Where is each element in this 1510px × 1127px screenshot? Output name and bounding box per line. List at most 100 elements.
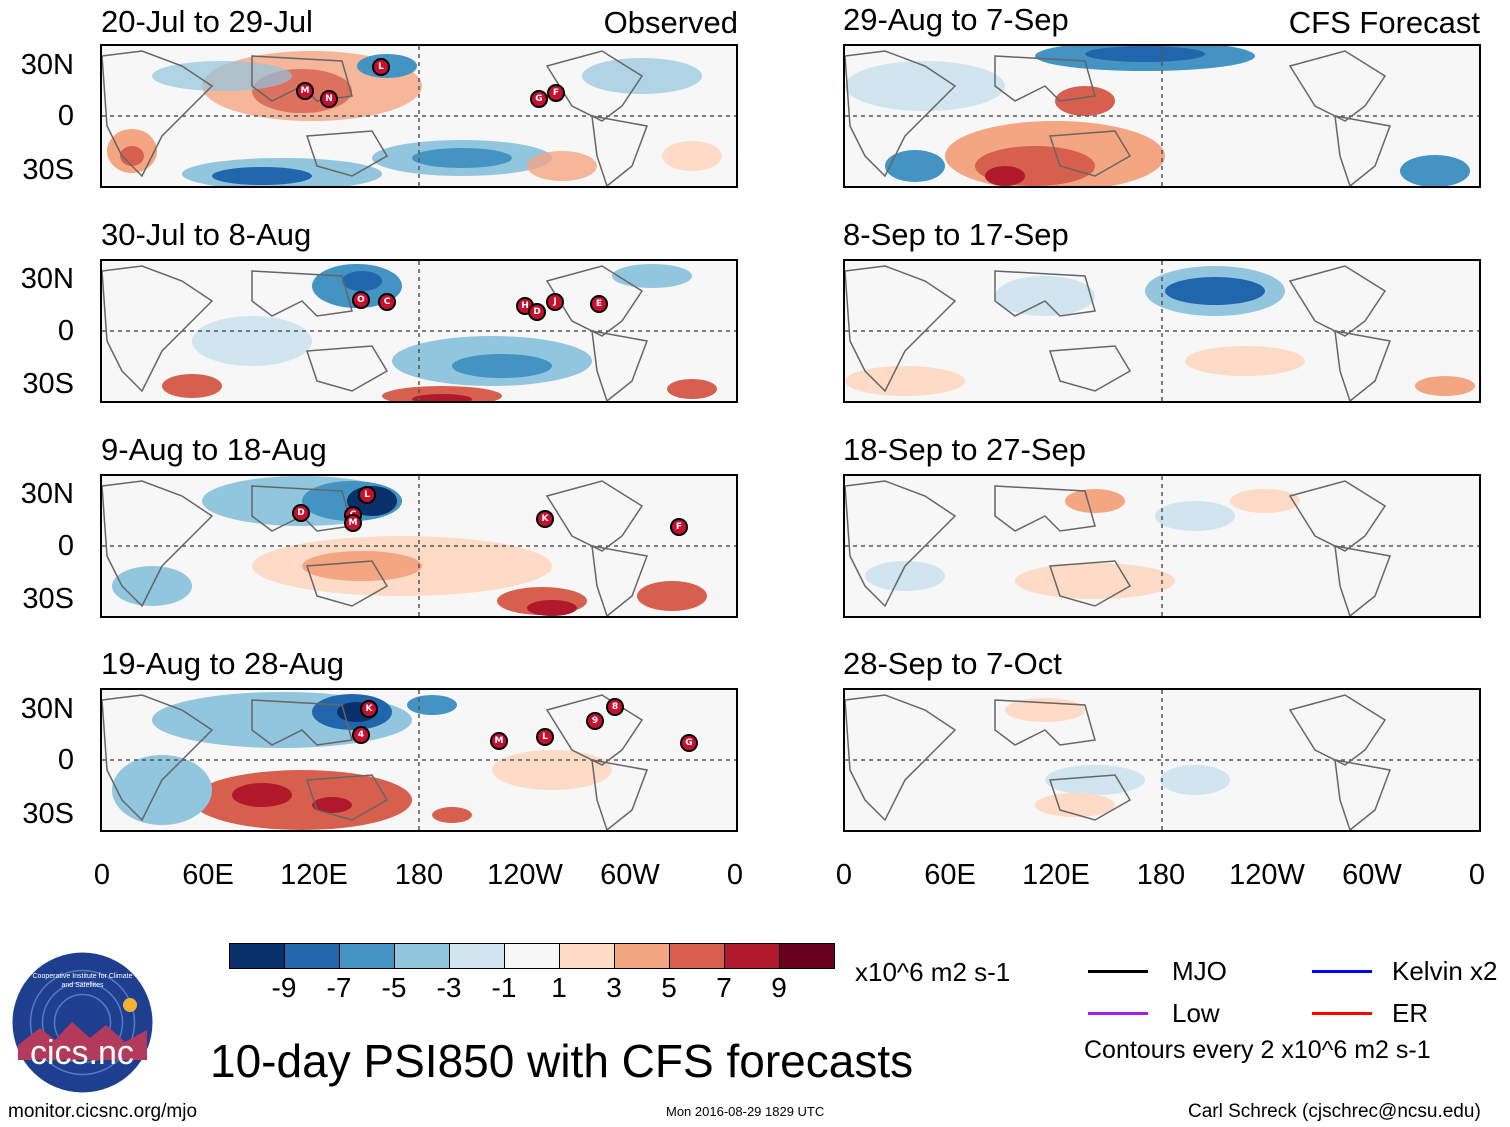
storm-marker: E (590, 295, 608, 313)
storm-marker: M (344, 514, 362, 532)
y-label-30s: 30S (22, 154, 74, 186)
colorbar-swatch (450, 944, 505, 968)
legend-swatch-er (1312, 1012, 1372, 1015)
storm-marker: F (547, 84, 565, 102)
storm-marker: G (680, 734, 698, 752)
colorbar-swatch (340, 944, 395, 968)
logo-graphic (12, 952, 153, 1093)
colorbar-tick: 7 (716, 972, 732, 1003)
storm-marker: C (378, 293, 396, 311)
storm-marker: L (372, 58, 390, 76)
x-label: 120W (487, 859, 563, 891)
storm-marker: L (536, 728, 554, 746)
observed-panel-2-title: 30-Jul to 8-Aug (101, 217, 312, 252)
forecast-panel-1-title: 29-Aug to 7-Sep (843, 2, 1069, 37)
colorbar-tick: -1 (491, 972, 517, 1003)
legend-label-mjo: MJO (1172, 956, 1227, 986)
observed-map-3: L D C M K F (100, 474, 738, 618)
x-label: 120W (1229, 859, 1305, 891)
colorbar-swatch (725, 944, 780, 968)
y-label-30n: 30N (20, 49, 74, 81)
legend-swatch-kelvin (1312, 970, 1372, 973)
colorbar-tick: 9 (771, 972, 787, 1003)
colorbar-swatch (505, 944, 560, 968)
colorbar-tick: 5 (661, 972, 677, 1003)
legend-label-low: Low (1172, 998, 1220, 1028)
storm-marker: O (352, 291, 370, 309)
storm-marker: L (358, 486, 376, 504)
storm-marker: D (528, 303, 546, 321)
logo-ring-text: Cooperative Institute for Climate and Sa… (32, 973, 133, 989)
x-label: 60W (600, 859, 660, 891)
observed-map-4: K 4 M L 9 8 G (100, 688, 738, 832)
x-label: 60E (182, 859, 234, 891)
y-label-0: 0 (57, 315, 74, 347)
observed-panel-4-title: 19-Aug to 28-Aug (101, 646, 345, 681)
storm-marker: J (546, 293, 564, 311)
main-title: 10-day PSI850 with CFS forecasts (210, 1035, 914, 1087)
footer-author: Carl Schreck (cjschrec@ncsu.edu) (1188, 1101, 1481, 1122)
observed-map-2: O C H D J E (100, 259, 738, 403)
y-label-30s: 30S (22, 798, 74, 830)
storm-marker: F (670, 518, 688, 536)
contour-note: Contours every 2 x10^6 m2 s-1 (1084, 1036, 1431, 1064)
observed-panel-1-title: 20-Jul to 29-Jul (101, 4, 313, 39)
forecast-map-2 (843, 259, 1481, 403)
storm-marker: M (490, 732, 508, 750)
footer-timestamp: Mon 2016-08-29 1829 UTC (666, 1104, 825, 1119)
forecast-label: CFS Forecast (1288, 5, 1480, 40)
storm-marker: K (360, 700, 378, 718)
colorbar-tick: -7 (326, 972, 352, 1003)
cics-logo: cics.nc Cooperative Institute for Climat… (10, 950, 155, 1095)
colorbar-swatch (395, 944, 450, 968)
forecast-map-1 (843, 44, 1481, 188)
x-label: 0 (726, 859, 744, 891)
storm-marker: D (292, 504, 310, 522)
legend-label-kelvin: Kelvin x2 (1392, 956, 1498, 986)
colorbar-swatch (615, 944, 670, 968)
forecast-map-3 (843, 474, 1481, 618)
x-label: 60E (924, 859, 976, 891)
storm-marker: 9 (586, 712, 604, 730)
storm-marker: K (536, 510, 554, 528)
x-label: 0 (1468, 859, 1486, 891)
x-label: 60W (1342, 859, 1402, 891)
x-label: 180 (1136, 859, 1186, 891)
y-label-0: 0 (57, 100, 74, 132)
y-label-0: 0 (57, 530, 74, 562)
observed-panel-3-title: 9-Aug to 18-Aug (101, 432, 327, 467)
colorbar-tick: 1 (551, 972, 567, 1003)
storm-marker: M (296, 82, 314, 100)
colorbar-tick: -3 (436, 972, 462, 1003)
storm-marker: G (530, 90, 548, 108)
storm-marker: 8 (606, 698, 624, 716)
x-label: 120E (1022, 859, 1090, 891)
x-label: 180 (394, 859, 444, 891)
colorbar-tick: -9 (271, 972, 297, 1003)
logo-text: cics.nc (30, 1034, 134, 1072)
colorbar-swatch (780, 944, 834, 968)
colorbar-tick: 3 (606, 972, 622, 1003)
forecast-panel-4-title: 28-Sep to 7-Oct (843, 646, 1062, 681)
colorbar-swatch (285, 944, 340, 968)
y-label-30s: 30S (22, 583, 74, 615)
observed-label: Observed (603, 5, 738, 40)
storm-marker: 4 (352, 726, 370, 744)
y-label-30n: 30N (20, 263, 74, 295)
colorbar-swatch (230, 944, 285, 968)
forecast-map-4 (843, 688, 1481, 832)
y-label-30n: 30N (20, 693, 74, 725)
x-label: 120E (280, 859, 348, 891)
forecast-panel-2-title: 8-Sep to 17-Sep (843, 217, 1069, 252)
colorbar-tick: -5 (381, 972, 407, 1003)
legend-label-er: ER (1392, 998, 1429, 1028)
legend-swatch-mjo (1088, 970, 1148, 973)
colorbar-swatch (560, 944, 615, 968)
forecast-panel-3-title: 18-Sep to 27-Sep (843, 432, 1087, 467)
observed-map-1: L M N G F (100, 44, 738, 188)
x-label: 0 (835, 859, 853, 891)
colorbar-swatch (670, 944, 725, 968)
storm-marker: N (320, 90, 338, 108)
footer-url[interactable]: monitor.cicsnc.org/mjo (8, 1101, 198, 1122)
colorbar (229, 943, 835, 969)
